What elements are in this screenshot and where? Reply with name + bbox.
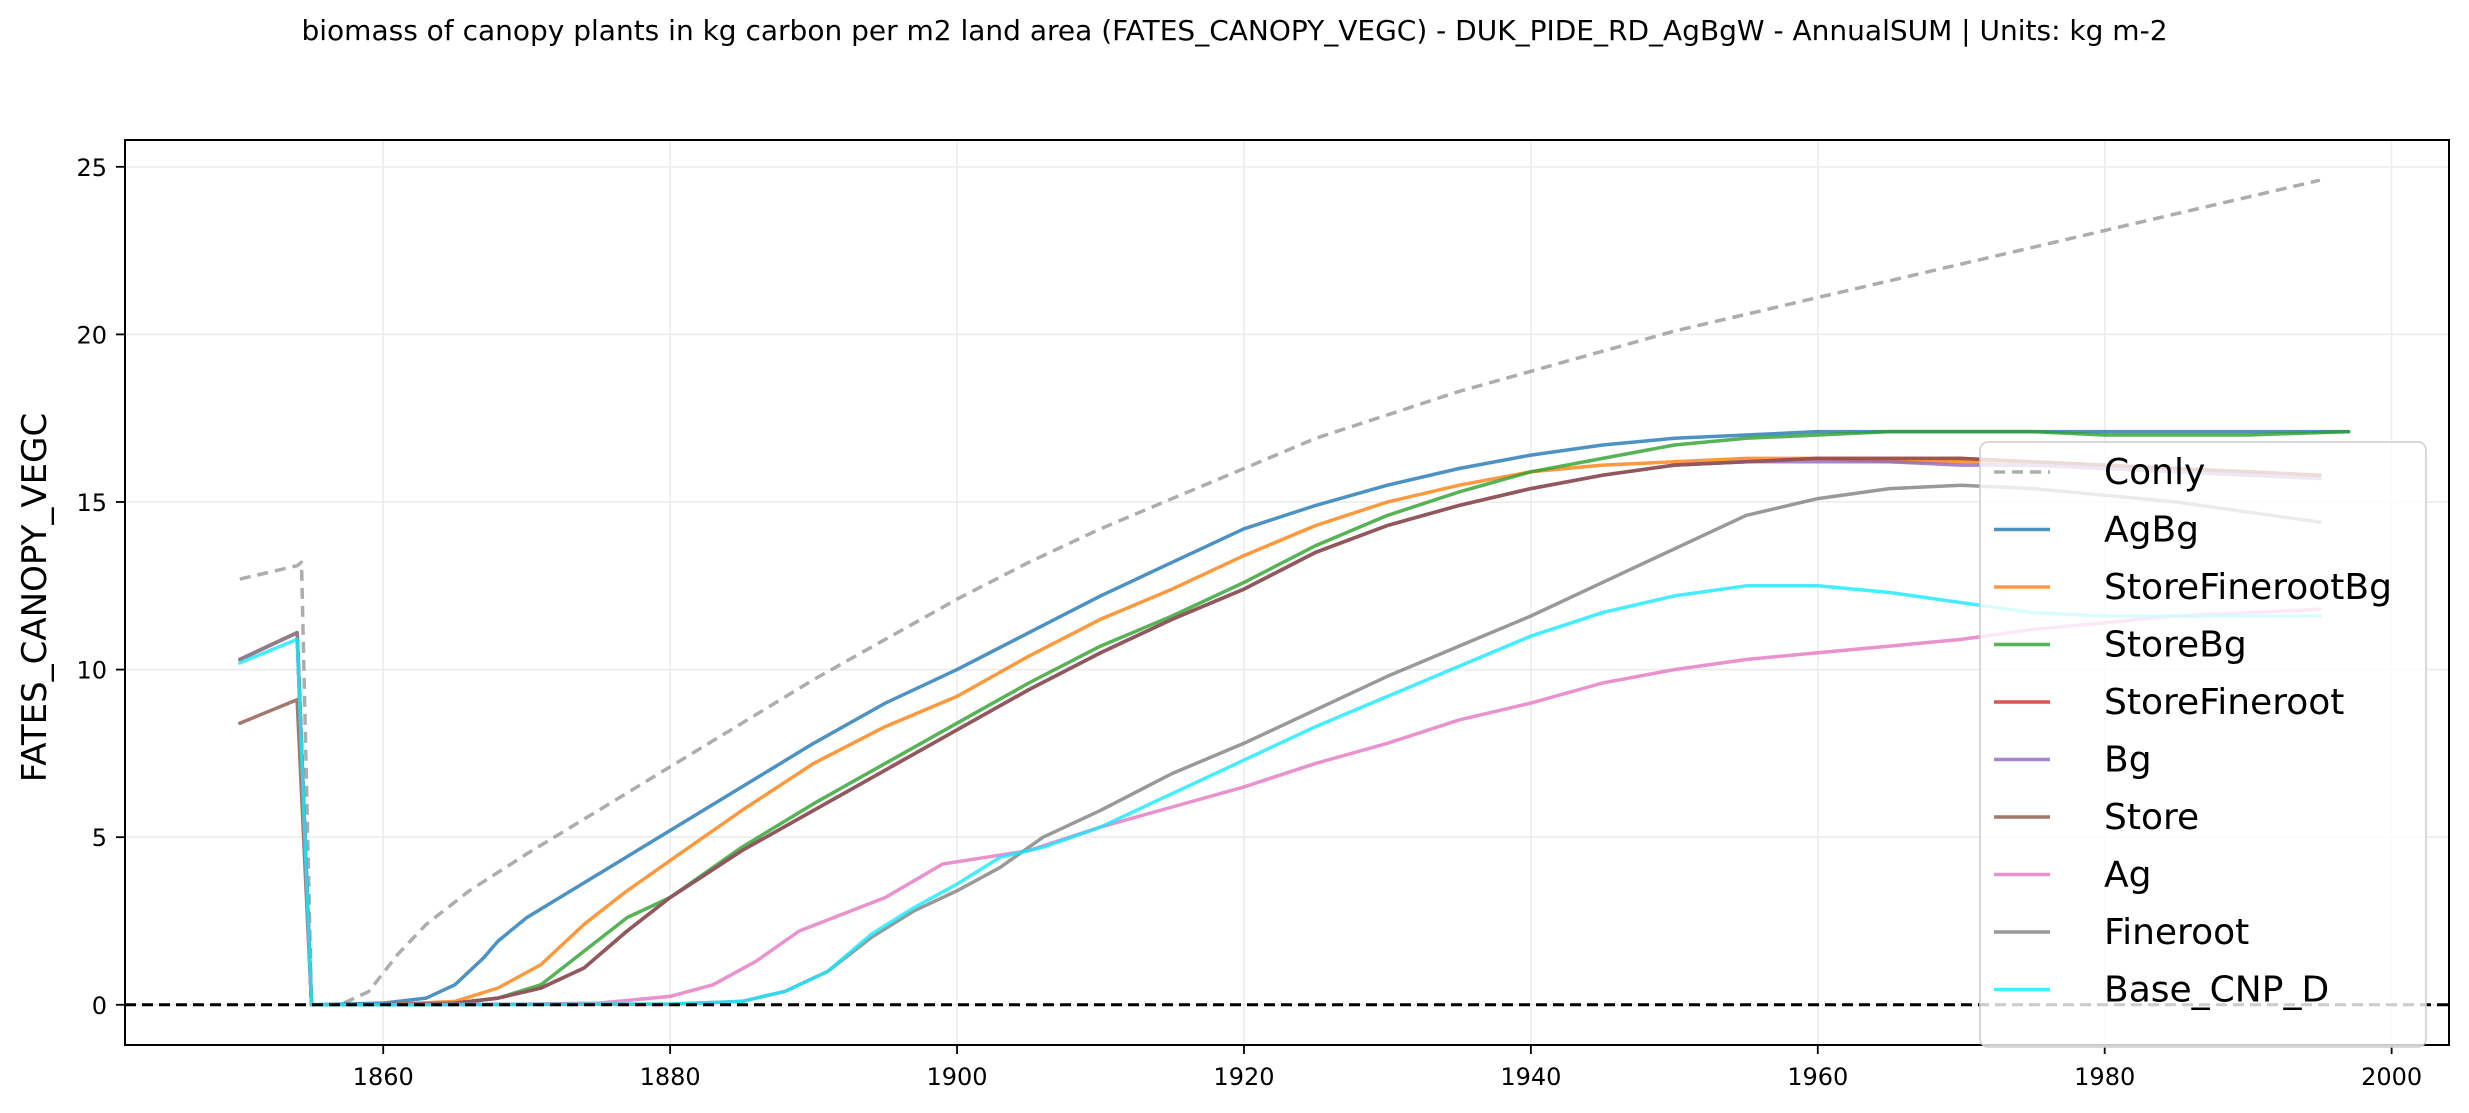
series-line-storefinerootbg [238,456,2322,1007]
series-line-store [238,456,2322,1007]
y-axis-label: FATES_CANOPY_VEGC [15,413,55,782]
x-tick-label: 1980 [2074,1063,2135,1091]
series-line-conly [239,178,2321,1007]
x-tick-label: 1880 [640,1063,701,1091]
x-tick-label: 1900 [927,1063,988,1091]
y-tick-label: 5 [92,824,107,852]
y-tick-label: 15 [76,489,107,517]
x-tick-label: 1960 [1787,1063,1848,1091]
legend-label: Bg [2104,740,2152,781]
chart-title: biomass of canopy plants in kg carbon pe… [301,14,2168,47]
legend-label: Ag [2104,855,2151,896]
y-tick-label: 10 [76,657,107,685]
plot-frame [124,139,2450,1046]
legend-label: Store [2104,797,2199,838]
x-tick-label: 1920 [1213,1063,1274,1091]
legend-label: StoreFineroot [2104,682,2344,723]
axis-ticks: 1860 1880 1900 1920 1940 1960 1980 2000 0 5 10 15 20… [76,154,2422,1091]
y-tick-label: 25 [76,154,107,182]
legend-label: Base_CNP_D [2104,970,2329,1011]
legend-label: StoreFinerootBg [2104,567,2392,608]
series-lines [238,178,2351,1007]
legend-label: StoreBg [2104,625,2247,666]
legend-box [1979,441,2427,1048]
x-tick-label: 1860 [353,1063,414,1091]
legend-label: Conly [2104,452,2205,493]
legend-label: AgBg [2104,510,2199,551]
series-line-base-cnp-d [238,584,2322,1007]
legend-label: Fineroot [2104,912,2249,953]
legend: ConlyAgBgStoreFinerootBgStoreBgStoreFine… [1979,441,2427,1048]
y-tick-label: 20 [76,321,107,349]
series-line-ag [238,607,2322,1007]
y-tick-label: 0 [92,992,107,1020]
x-tick-label: 2000 [2361,1063,2422,1091]
x-tick-label: 1940 [1500,1063,1561,1091]
